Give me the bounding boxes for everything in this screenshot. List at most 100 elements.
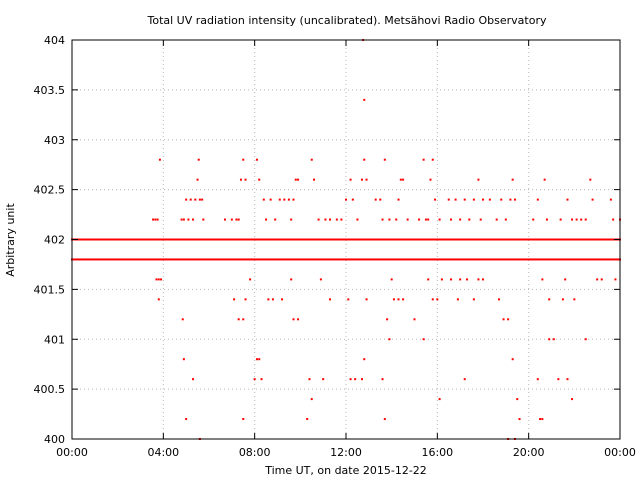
- data-point: [349, 178, 352, 181]
- data-point: [429, 258, 431, 261]
- data-point: [393, 258, 395, 261]
- data-point: [337, 238, 339, 241]
- data-point: [397, 198, 400, 201]
- data-point: [569, 238, 571, 241]
- data-point: [259, 258, 261, 261]
- data-point: [389, 258, 391, 261]
- data-point: [324, 218, 327, 221]
- data-point: [125, 238, 127, 241]
- data-point: [197, 158, 200, 161]
- data-point: [273, 238, 275, 241]
- data-point: [313, 178, 316, 181]
- data-point: [295, 238, 297, 241]
- data-point: [77, 258, 79, 261]
- data-point: [495, 238, 497, 241]
- data-point: [205, 238, 207, 241]
- y-axis-ticks: 400 400.5 401 401.5 402 402.5 403 403.5 404: [34, 34, 620, 446]
- data-point: [251, 258, 253, 261]
- data-point: [363, 238, 365, 241]
- data-point: [379, 238, 381, 241]
- data-point: [539, 258, 541, 261]
- data-point: [340, 218, 343, 221]
- data-point: [341, 258, 343, 261]
- data-point: [507, 318, 510, 321]
- data-point: [397, 258, 399, 261]
- data-point: [537, 258, 539, 261]
- data-point: [611, 238, 613, 241]
- data-point: [297, 238, 299, 241]
- data-point: [227, 258, 229, 261]
- data-point: [223, 218, 226, 221]
- data-point: [311, 258, 313, 261]
- data-point: [463, 258, 465, 261]
- data-point: [447, 238, 449, 241]
- data-point: [555, 238, 557, 241]
- data-point: [109, 238, 111, 241]
- data-point: [255, 238, 257, 241]
- data-point: [379, 198, 382, 201]
- data-point: [521, 258, 523, 261]
- data-point: [413, 238, 415, 241]
- data-point: [289, 238, 291, 241]
- data-point: [511, 258, 513, 261]
- data-point: [447, 258, 449, 261]
- data-point: [477, 238, 479, 241]
- data-point: [617, 258, 619, 261]
- data-point: [555, 258, 557, 261]
- data-point: [387, 238, 389, 241]
- data-point: [409, 238, 411, 241]
- data-point: [127, 238, 129, 241]
- data-point: [133, 258, 135, 261]
- data-point: [593, 238, 595, 241]
- data-point: [315, 258, 317, 261]
- data-point: [483, 238, 485, 241]
- data-point: [153, 258, 155, 261]
- data-point: [443, 258, 445, 261]
- data-point: [615, 258, 617, 261]
- data-point: [527, 238, 529, 241]
- data-point: [181, 258, 183, 261]
- data-point: [547, 238, 549, 241]
- data-point: [573, 258, 575, 261]
- data-point: [487, 258, 489, 261]
- x-tick-label: 20:00: [513, 446, 545, 459]
- data-point: [269, 198, 272, 201]
- data-point: [281, 238, 283, 241]
- data-point: [561, 238, 563, 241]
- data-point: [155, 278, 158, 281]
- data-point: [227, 238, 229, 241]
- data-point: [181, 238, 183, 241]
- data-point: [479, 258, 481, 261]
- data-point: [545, 238, 547, 241]
- data-point: [335, 238, 337, 241]
- data-point: [557, 378, 560, 381]
- data-point: [153, 238, 155, 241]
- data-point: [105, 238, 107, 241]
- data-point: [433, 258, 435, 261]
- data-point: [541, 238, 543, 241]
- data-point: [584, 218, 587, 221]
- y-tick-label: 403: [44, 134, 65, 147]
- data-point: [481, 238, 483, 241]
- data-point: [509, 258, 511, 261]
- data-point: [237, 218, 240, 221]
- data-point: [235, 238, 237, 241]
- data-point: [337, 258, 339, 261]
- data-point: [323, 258, 325, 261]
- data-point: [485, 238, 487, 241]
- data-point: [584, 338, 587, 341]
- data-point: [317, 258, 319, 261]
- data-point: [515, 258, 517, 261]
- data-point: [187, 218, 190, 221]
- x-axis-label: Time UT, on date 2015-12-22: [264, 464, 427, 477]
- data-point: [459, 258, 461, 261]
- data-point: [81, 238, 83, 241]
- data-point: [437, 258, 439, 261]
- data-point: [531, 258, 533, 261]
- data-point: [117, 238, 119, 241]
- data-point: [335, 218, 338, 221]
- data-point: [329, 298, 332, 301]
- data-point: [441, 238, 443, 241]
- data-point: [107, 238, 109, 241]
- y-tick-label: 403.5: [34, 84, 66, 97]
